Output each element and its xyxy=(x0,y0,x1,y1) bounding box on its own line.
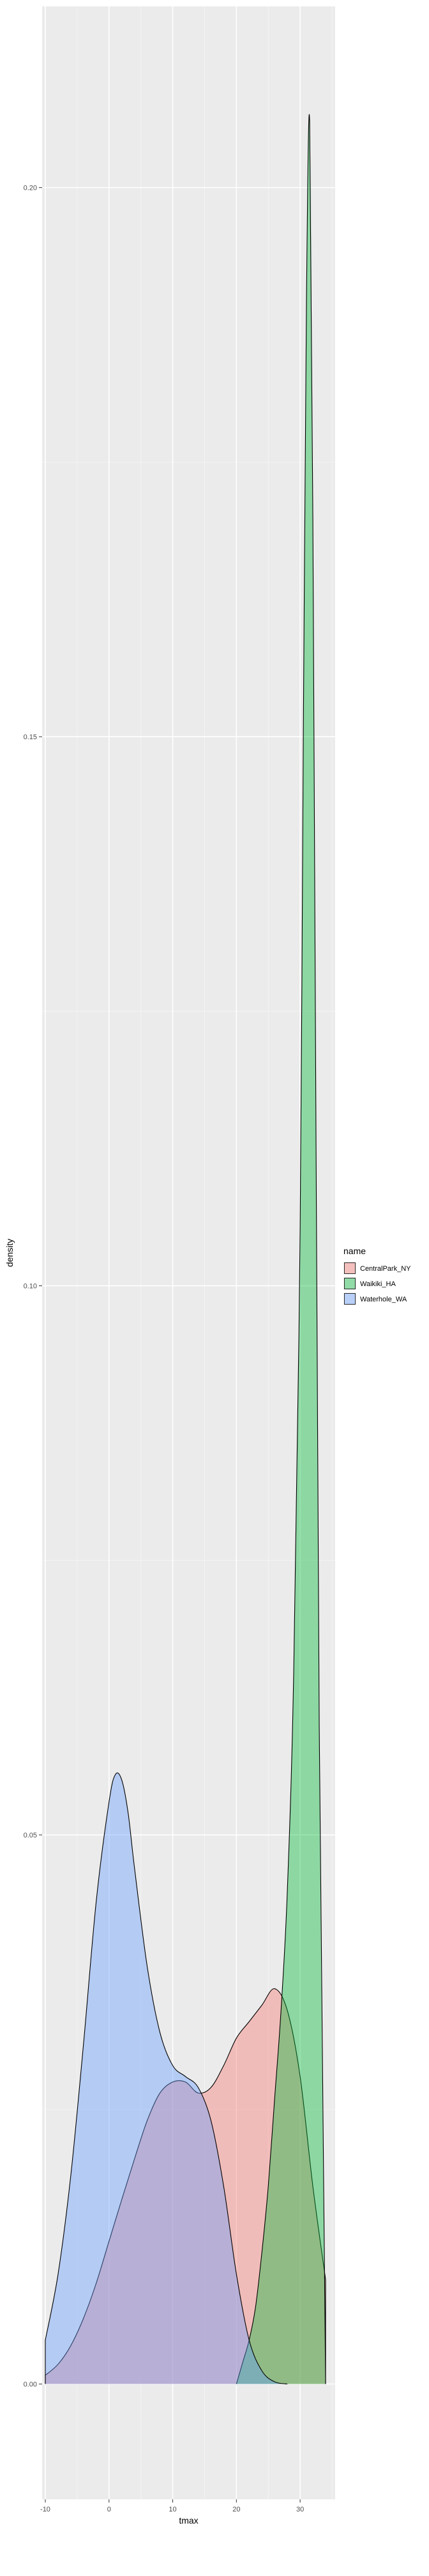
legend-title: name xyxy=(343,1246,366,1256)
density-fill-waterhole-wa xyxy=(45,1772,288,2384)
density-series-centralpark-ny xyxy=(45,1988,326,2384)
density-outline-waikiki-ha xyxy=(236,114,326,2384)
minor-gridlines xyxy=(42,6,335,2499)
y-tick-label: 0.15 xyxy=(24,733,37,741)
density-areas xyxy=(45,114,326,2385)
density-fill-waikiki-ha xyxy=(236,114,326,2384)
density-outline-waterhole-wa xyxy=(45,1772,288,2385)
legend-key-bg-waterhole-wa xyxy=(343,1292,356,1305)
x-tick-label: 0 xyxy=(107,2506,111,2513)
y-axis-title: density xyxy=(4,1239,15,1267)
density-series-waterhole-wa xyxy=(45,1772,288,2385)
x-tick-label: 10 xyxy=(169,2506,176,2513)
x-axis: -10 0 10 20 30 xyxy=(40,2499,304,2513)
legend: name CentralPark_NY Waikiki_HA Waterhole_W… xyxy=(343,1246,411,1305)
legend-label-waikiki-ha: Waikiki_HA xyxy=(360,1280,396,1288)
x-tick-label: 30 xyxy=(296,2506,304,2513)
x-tick-label: -10 xyxy=(40,2506,50,2513)
y-tick-label: 0.10 xyxy=(24,1283,37,1291)
density-fill-centralpark-ny xyxy=(45,1988,326,2384)
density-outline-centralpark-ny xyxy=(45,1988,326,2384)
legend-swatch-centralpark-ny xyxy=(344,1262,356,1274)
y-tick-label: 0.00 xyxy=(24,2381,37,2389)
major-gridlines xyxy=(42,6,335,2499)
legend-swatch-waterhole-wa xyxy=(344,1293,356,1305)
density-series-waikiki-ha xyxy=(236,114,326,2384)
legend-key-bg-centralpark-ny xyxy=(343,1262,356,1275)
legend-swatch-waikiki-ha xyxy=(344,1278,356,1289)
legend-label-centralpark-ny: CentralPark_NY xyxy=(360,1265,411,1273)
y-axis: 0.00 0.05 0.10 0.15 0.20 xyxy=(24,185,42,2389)
legend-key-bg-waikiki-ha xyxy=(343,1277,356,1290)
x-axis-title: tmax xyxy=(179,2515,198,2526)
x-tick-label: 20 xyxy=(232,2506,240,2513)
y-tick-label: 0.20 xyxy=(24,185,37,192)
y-tick-label: 0.05 xyxy=(24,1832,37,1839)
legend-label-waterhole-wa: Waterhole_WA xyxy=(360,1296,407,1303)
plot-panel xyxy=(42,6,335,2499)
